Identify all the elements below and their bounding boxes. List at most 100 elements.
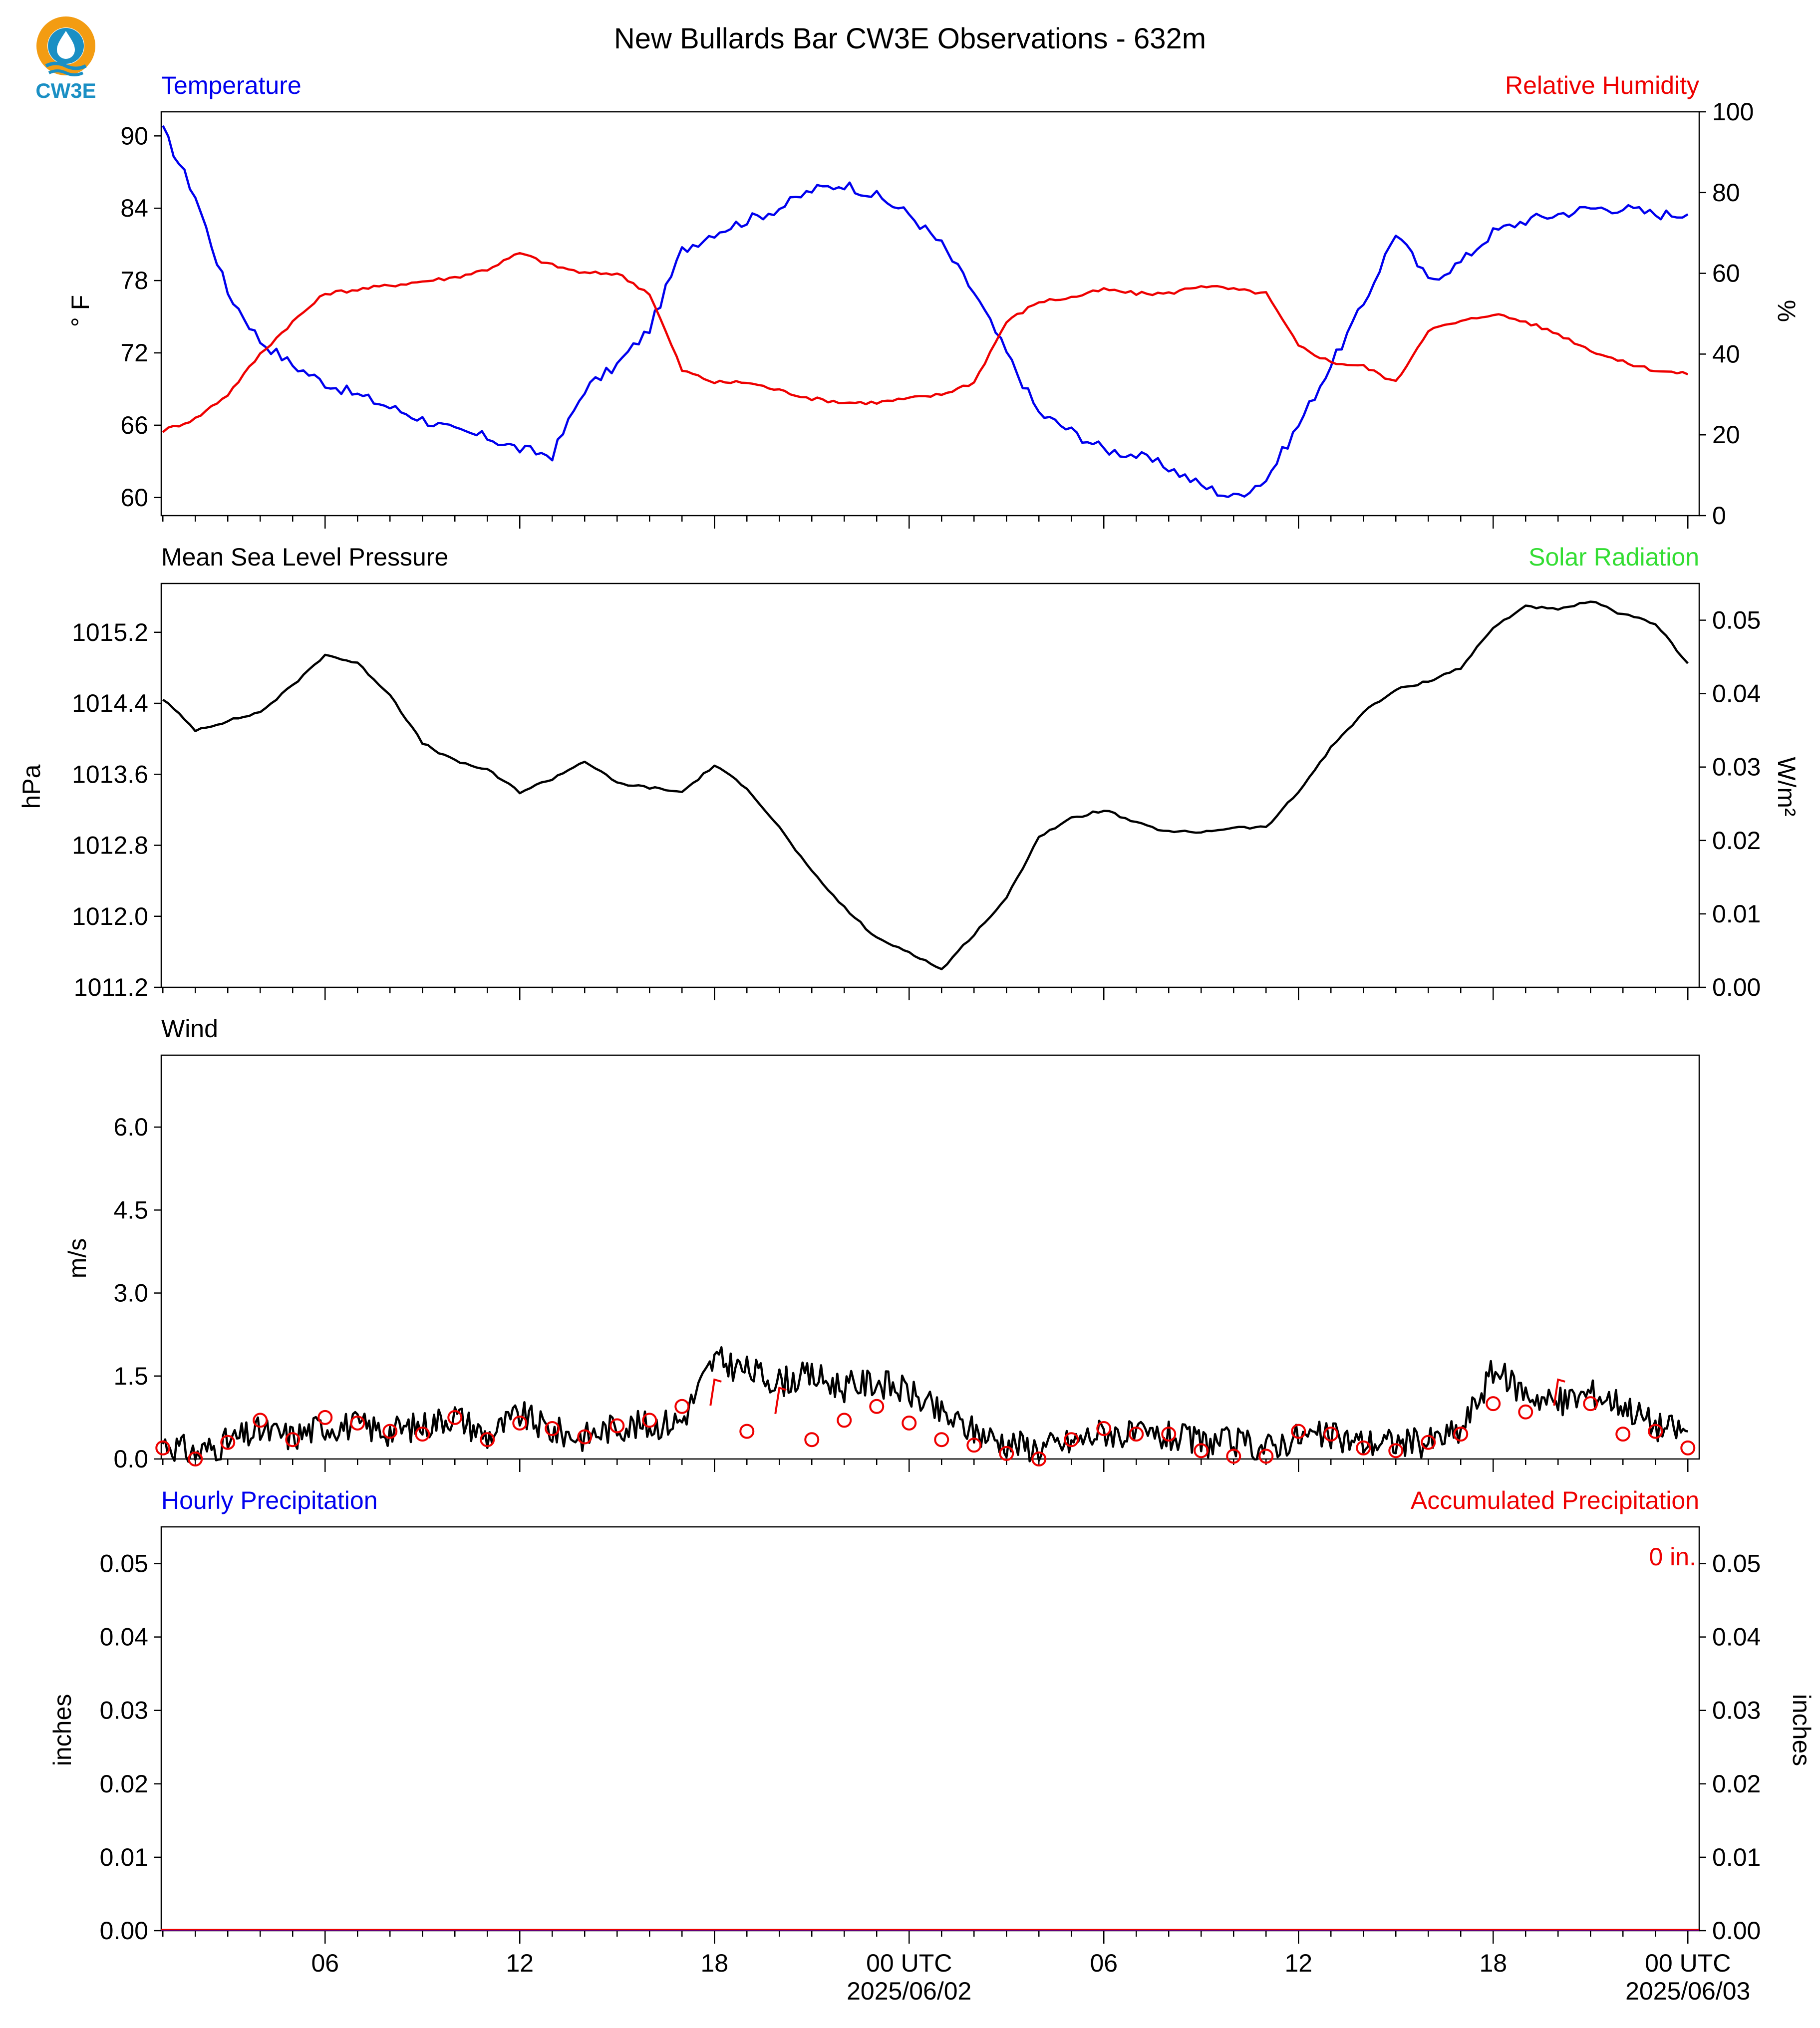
wind-calm-circle xyxy=(480,1432,495,1448)
wind-calm-circle xyxy=(1388,1443,1404,1458)
accumulated-total-annotation: 0 in. xyxy=(1649,1543,1696,1571)
logo-wave-1 xyxy=(45,61,87,70)
y-tick-label: 1.5 xyxy=(113,1362,148,1390)
cw3e-logo: CW3E xyxy=(35,16,96,102)
wind-calm-circle xyxy=(447,1410,463,1425)
y-tick-label: 1014.4 xyxy=(72,689,148,717)
wind-calm-circle xyxy=(577,1429,593,1445)
wind-calm-circle xyxy=(1680,1440,1696,1455)
logo-ring xyxy=(36,16,95,75)
wind-calm-circle xyxy=(674,1399,690,1414)
wind-calm-circle xyxy=(966,1438,982,1453)
wind-panel-title: Wind xyxy=(161,1015,218,1043)
series-line-temperature xyxy=(162,125,1689,498)
y-tick-label: 66 xyxy=(120,411,148,439)
wind-panel: Wind m/s 0.0 1.5 3.0 4.5 6.0 xyxy=(63,1015,1700,1473)
y-right-tick-label: 0.00 xyxy=(1712,973,1761,1001)
pressure-axis-label: hPa xyxy=(17,764,45,809)
x-date-label: 2025/06/03 xyxy=(1625,1977,1750,2005)
pressure-panel-title: Mean Sea Level Pressure xyxy=(161,543,448,571)
x-tick-label: 00 UTC xyxy=(1645,1949,1731,1977)
wind-calm-circle xyxy=(1096,1421,1112,1437)
wind-calm-circle xyxy=(188,1451,203,1466)
wind-calm-circle xyxy=(350,1415,365,1431)
y-tick-label: 1015.2 xyxy=(72,618,148,646)
series-line-relative-humidity xyxy=(162,252,1689,433)
wind-calm-circle xyxy=(739,1424,755,1439)
wind-calm-circle xyxy=(155,1440,171,1455)
hourly-precip-title: Hourly Precipitation xyxy=(161,1486,378,1514)
y-right-tick-label: 40 xyxy=(1712,340,1740,368)
y-right-tick-label: 0.04 xyxy=(1712,680,1761,708)
wind-calm-circle xyxy=(1194,1443,1209,1458)
solar-panel-title: Solar Radiation xyxy=(1528,543,1699,571)
y-tick-label: 1012.8 xyxy=(72,832,148,860)
wind-calm-circle xyxy=(220,1435,236,1450)
y-tick-label: 6.0 xyxy=(113,1113,148,1141)
y-right-tick-label: 0.02 xyxy=(1712,1770,1761,1798)
wind-calm-circle xyxy=(1129,1427,1144,1442)
y-tick-label: 0.03 xyxy=(100,1697,148,1725)
y-right-tick-label: 0.02 xyxy=(1712,827,1761,855)
y-tick-label: 1011.2 xyxy=(74,973,148,1001)
x-tick-label: 18 xyxy=(1479,1949,1507,1977)
wind-calm-circle xyxy=(285,1432,301,1448)
hourly-precip-axis-label: inches xyxy=(48,1694,76,1766)
wind-calm-circle xyxy=(999,1446,1014,1461)
water-drop-icon xyxy=(57,31,75,59)
wind-barb xyxy=(1553,1378,1565,1406)
y-tick-label: 0.04 xyxy=(100,1623,148,1651)
y-right-tick-label: 80 xyxy=(1712,179,1740,207)
wind-calm-circle xyxy=(934,1432,949,1448)
wind-calm-circle xyxy=(1453,1427,1469,1442)
y-right-tick-label: 0.03 xyxy=(1712,753,1761,781)
accum-precip-title: Accumulated Precipitation xyxy=(1411,1486,1699,1514)
wind-calm-circle xyxy=(317,1410,333,1425)
solar-axis-label: W/m² xyxy=(1773,757,1801,816)
precipitation-panel: Hourly Precipitation Accumulated Precipi… xyxy=(48,1486,1816,1945)
y-right-tick-label: 0.01 xyxy=(1712,900,1761,928)
humidity-axis-label: % xyxy=(1773,300,1801,322)
wind-barb xyxy=(774,1387,787,1414)
y-right-tick-label: 0.03 xyxy=(1712,1697,1761,1725)
logo-text: CW3E xyxy=(35,79,96,102)
plot-frame xyxy=(160,1526,1700,1932)
y-tick-label: 84 xyxy=(120,194,148,222)
y-tick-label: 90 xyxy=(120,122,148,150)
y-right-tick-label: 0 xyxy=(1712,502,1726,530)
y-right-tick-label: 0.05 xyxy=(1712,1550,1761,1578)
wind-calm-circle xyxy=(1486,1396,1501,1412)
accum-precip-axis-label: inches xyxy=(1788,1694,1816,1766)
wind-calm-circle xyxy=(1615,1427,1631,1442)
y-tick-label: 4.5 xyxy=(113,1196,148,1224)
wind-calm-circle xyxy=(415,1427,430,1442)
y-right-tick-label: 0.04 xyxy=(1712,1623,1761,1651)
y-tick-label: 0.0 xyxy=(113,1445,148,1473)
wind-calm-circle xyxy=(609,1418,625,1434)
wind-calm-circle xyxy=(837,1413,852,1428)
y-tick-label: 60 xyxy=(120,484,148,512)
x-tick-label: 12 xyxy=(506,1949,534,1977)
wind-calm-circle xyxy=(1518,1404,1533,1420)
wind-barb xyxy=(709,1378,722,1406)
wind-calm-circle xyxy=(1064,1432,1079,1448)
x-tick-label: 00 UTC xyxy=(866,1949,952,1977)
y-right-tick-label: 0.05 xyxy=(1712,606,1761,634)
figure-title: New Bullards Bar CW3E Observations - 632… xyxy=(614,22,1206,55)
wind-calm-circle xyxy=(1258,1449,1274,1464)
y-tick-label: 0.01 xyxy=(100,1843,148,1871)
wind-calm-circle xyxy=(869,1399,885,1414)
temperature-panel-title: Temperature xyxy=(161,71,302,99)
x-tick-label: 06 xyxy=(1090,1949,1118,1977)
humidity-panel-title: Relative Humidity xyxy=(1505,71,1699,99)
wind-calm-circle xyxy=(642,1413,657,1428)
wind-calm-circle xyxy=(1161,1427,1177,1442)
y-tick-label: 78 xyxy=(120,267,148,294)
y-tick-label: 1013.6 xyxy=(72,760,148,788)
x-tick-label: 18 xyxy=(700,1949,728,1977)
y-right-tick-label: 100 xyxy=(1712,98,1754,126)
wind-calm-circle xyxy=(1421,1435,1436,1450)
y-tick-label: 0.02 xyxy=(100,1770,148,1798)
